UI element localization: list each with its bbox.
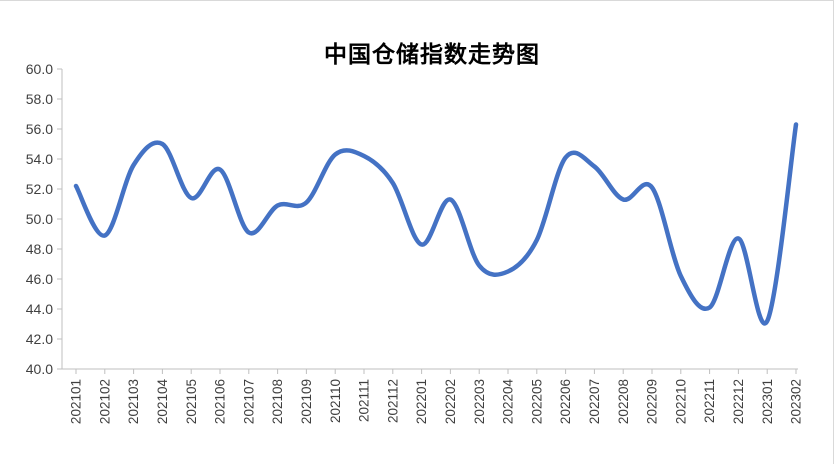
y-tick-label: 56.0 [26,121,53,137]
x-tick-label: 202212 [731,379,746,424]
chart-title: 中国仓储指数走势图 [324,41,540,68]
warehousing-index-series-line [73,122,799,326]
x-tick-label: 202211 [702,379,717,423]
y-tick-label: 40.0 [26,361,53,377]
x-tick-label: 202102 [97,379,112,424]
x-tick-label: 202301 [760,379,775,424]
x-tick-label: 202101 [69,379,84,424]
x-tick-label: 202201 [414,379,429,424]
y-tick-label: 50.0 [26,211,53,227]
x-tick-label: 202210 [673,379,688,424]
x-tick-label: 202202 [443,379,458,424]
x-tick-label: 202105 [184,379,199,424]
y-tick-label: 54.0 [26,151,53,167]
x-tick-label: 202107 [241,379,256,424]
x-tick-label: 202208 [616,379,631,424]
x-tick-label: 202112 [385,379,400,423]
x-tick-label: 202106 [213,379,228,424]
x-tick-label: 202206 [558,379,573,424]
x-tick-label: 202110 [328,379,343,423]
x-tick-label: 202204 [501,379,516,425]
x-tick-label: 202109 [299,379,314,424]
x-tick-label: 202111 [357,379,372,422]
x-tick-label: 202104 [155,379,170,425]
y-tick-label: 42.0 [26,331,53,347]
x-tick-label: 202209 [645,379,660,424]
x-tick-label: 202103 [126,379,141,424]
y-tick-label: 48.0 [26,241,53,257]
y-tick-label: 52.0 [26,181,53,197]
x-tick-label: 202108 [270,379,285,424]
x-tick-label: 202203 [472,379,487,424]
y-tick-label: 58.0 [26,91,53,107]
y-tick-label: 46.0 [26,271,53,287]
x-tick-label: 202207 [587,379,602,424]
y-tick-label: 60.0 [26,61,53,77]
x-tick-label: 202302 [789,379,804,424]
y-tick-label: 44.0 [26,301,53,317]
x-tick-label: 202205 [529,379,544,424]
